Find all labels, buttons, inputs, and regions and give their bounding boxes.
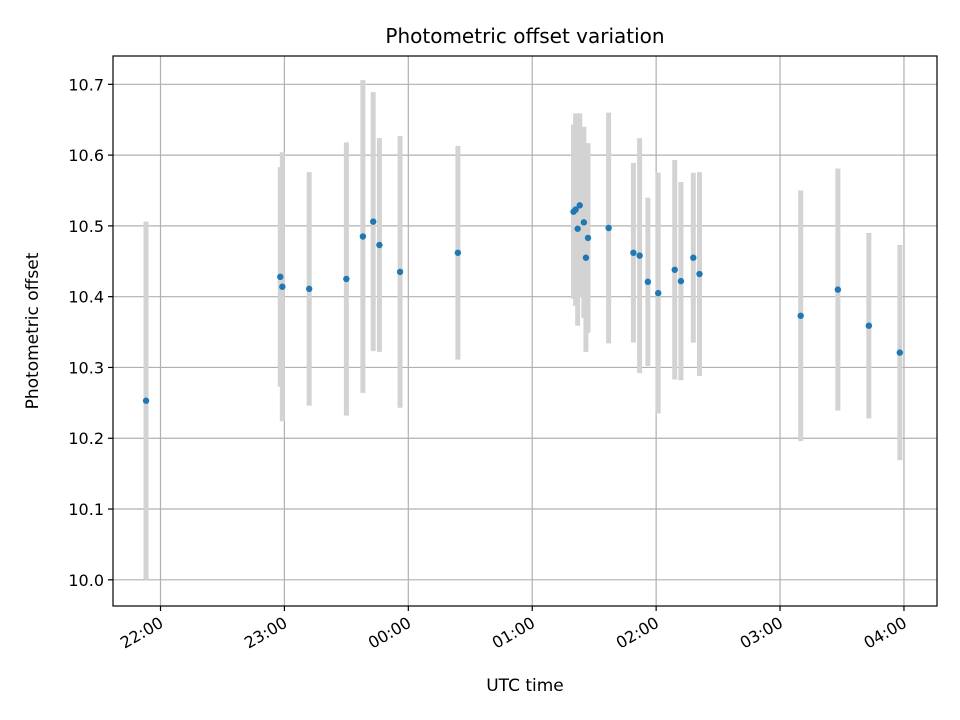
data-point (671, 266, 678, 273)
x-tick-label: 00:00 (365, 613, 414, 653)
y-tick-label: 10.2 (68, 429, 104, 448)
data-point (636, 252, 643, 259)
data-point (677, 277, 685, 285)
y-tick-label: 10.1 (68, 500, 104, 519)
data-point (582, 254, 590, 261)
data-point (797, 312, 804, 319)
data-point (696, 270, 703, 278)
data-point (576, 202, 583, 209)
x-tick-label: 01:00 (489, 613, 538, 653)
chart-title: Photometric offset variation (385, 24, 664, 48)
x-tick-label: 03:00 (737, 613, 786, 653)
data-point (572, 206, 579, 213)
y-tick-label: 10.3 (68, 358, 104, 377)
data-point (896, 349, 904, 356)
data-point (305, 285, 313, 293)
x-tick-label: 04:00 (861, 613, 910, 653)
data-point (359, 233, 367, 240)
data-point (584, 234, 592, 242)
data-point (630, 249, 637, 256)
y-tick-label: 10.0 (68, 571, 104, 590)
data-point (865, 322, 873, 329)
data-point (834, 286, 842, 293)
x-tick-label: 02:00 (613, 613, 662, 653)
data-point (376, 241, 383, 249)
y-tick-label: 10.4 (68, 288, 104, 307)
y-tick-label: 10.6 (68, 146, 104, 165)
grid (113, 56, 937, 606)
data-point (277, 273, 284, 281)
y-axis-label: Photometric offset (23, 252, 43, 409)
data-point (370, 218, 377, 225)
data-point (574, 225, 581, 232)
data-point (279, 283, 286, 290)
y-tick-label: 10.7 (68, 75, 104, 94)
data-point (644, 278, 652, 286)
x-tick-label: 23:00 (241, 613, 290, 653)
data-point (605, 224, 612, 232)
data-point (690, 254, 697, 261)
data-points (142, 202, 904, 404)
data-point (454, 249, 462, 256)
data-point (396, 268, 404, 276)
x-tick-label: 22:00 (117, 613, 166, 653)
y-tick-label: 10.5 (68, 217, 104, 236)
data-point (142, 397, 150, 404)
plot-frame (112, 55, 938, 607)
data-point (343, 275, 350, 283)
x-axis-label: UTC time (486, 676, 564, 696)
data-point (655, 289, 662, 297)
ticks: 22:00 23:00 00:00 01:00 02:00 03:00 04:00 10.0 1… (68, 75, 910, 652)
data-point (580, 219, 588, 226)
